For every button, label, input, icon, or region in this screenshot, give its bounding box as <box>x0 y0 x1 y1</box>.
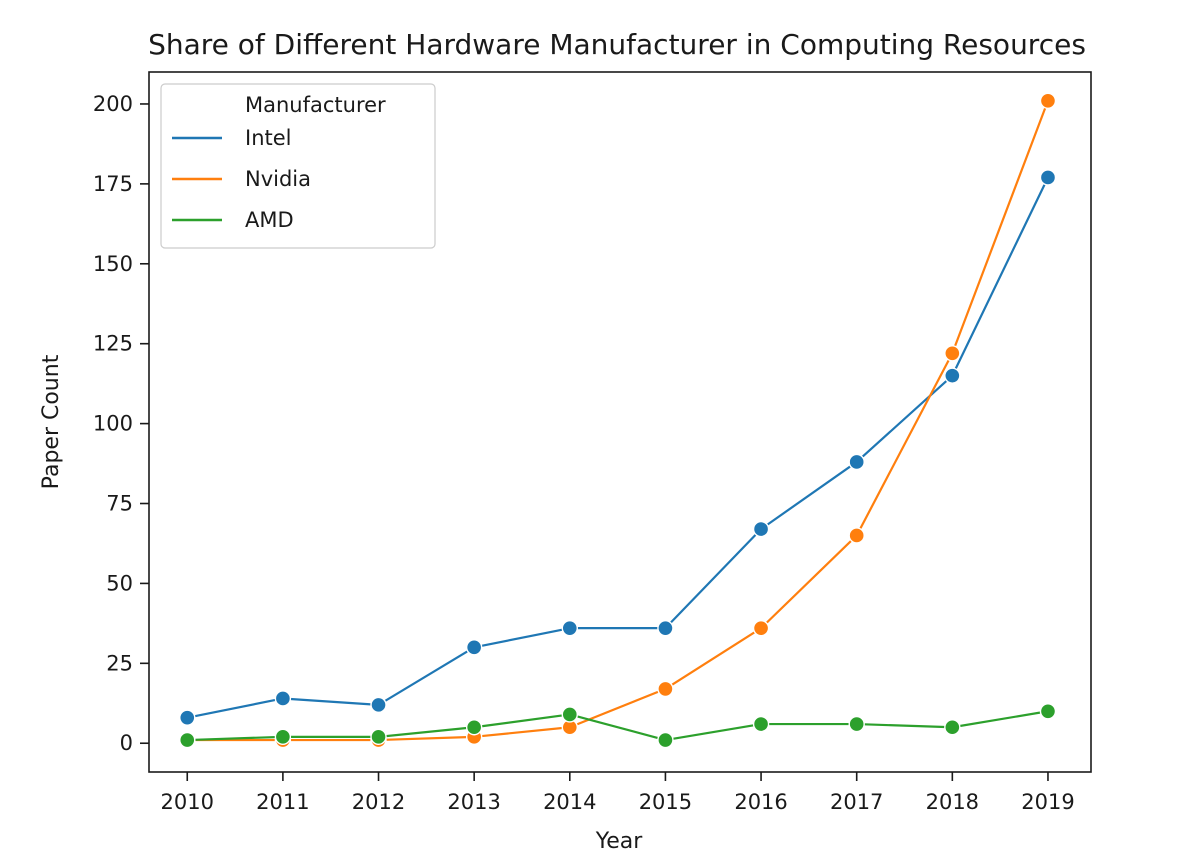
data-point-intel <box>752 520 770 538</box>
x-tick-label: 2011 <box>256 790 309 814</box>
y-tick-label: 50 <box>106 571 133 595</box>
y-tick-label: 0 <box>120 731 133 755</box>
series-line-nvidia <box>186 99 1050 742</box>
x-tick-label: 2013 <box>447 790 500 814</box>
data-point-intel <box>657 619 674 637</box>
data-point-intel <box>274 690 292 707</box>
series-markers <box>179 92 1057 749</box>
data-point-amd <box>752 715 770 733</box>
data-point-amd <box>657 731 674 749</box>
data-point-nvidia <box>848 527 865 544</box>
y-tick-label: 25 <box>106 651 133 675</box>
data-point-nvidia <box>1039 92 1057 109</box>
legend: Manufacturer Intel Nvidia AMD <box>160 83 436 249</box>
data-point-intel <box>944 367 961 384</box>
x-tick-label: 2012 <box>352 790 405 814</box>
y-tick-label: 100 <box>93 412 133 436</box>
y-tick-label: 200 <box>93 92 133 116</box>
data-point-amd <box>848 715 865 733</box>
data-point-intel <box>465 639 483 656</box>
legend-label-nvidia: Nvidia <box>245 167 311 191</box>
legend-label-intel: Intel <box>245 126 292 150</box>
data-point-amd <box>944 719 961 736</box>
x-axis: 2010 2011 2012 2013 2014 2015 2016 2017 2018 2019 <box>161 772 1075 814</box>
legend-entries: Intel Nvidia AMD <box>172 126 311 232</box>
x-axis-label: Year <box>595 829 644 854</box>
data-point-intel <box>370 696 387 714</box>
x-tick-label: 2019 <box>1021 790 1074 814</box>
y-tick-label: 150 <box>93 252 133 276</box>
data-point-intel <box>1039 169 1057 186</box>
x-tick-label: 2016 <box>734 790 787 814</box>
chart-title: Share of Different Hardware Manufacturer… <box>148 28 1086 61</box>
data-point-amd <box>1039 703 1057 720</box>
x-tick-label: 2017 <box>830 790 883 814</box>
data-point-nvidia <box>944 345 961 362</box>
series-lines <box>186 99 1050 742</box>
x-tick-label: 2014 <box>543 790 596 814</box>
x-tick-label: 2015 <box>639 790 692 814</box>
series-line-amd <box>186 710 1050 742</box>
y-axis: 0 25 50 75 100 125 150 175 200 <box>93 92 149 755</box>
y-tick-label: 175 <box>93 172 133 196</box>
data-point-amd <box>370 728 387 746</box>
series-line-intel <box>186 176 1050 719</box>
data-point-intel <box>561 619 578 637</box>
data-point-amd <box>274 728 292 746</box>
data-point-intel <box>179 709 196 726</box>
y-tick-label: 125 <box>93 332 133 356</box>
legend-title: Manufacturer <box>245 93 386 117</box>
data-point-nvidia <box>657 680 674 698</box>
y-axis-label: Paper Count <box>39 354 64 489</box>
data-point-nvidia <box>752 619 770 637</box>
x-tick-label: 2018 <box>926 790 979 814</box>
data-point-amd <box>561 706 578 723</box>
data-point-amd <box>179 731 196 749</box>
y-tick-label: 75 <box>106 492 133 516</box>
x-tick-label: 2010 <box>161 790 214 814</box>
legend-box <box>160 83 436 249</box>
data-point-amd <box>465 719 483 736</box>
legend-label-amd: AMD <box>245 208 294 232</box>
data-point-intel <box>848 453 865 471</box>
